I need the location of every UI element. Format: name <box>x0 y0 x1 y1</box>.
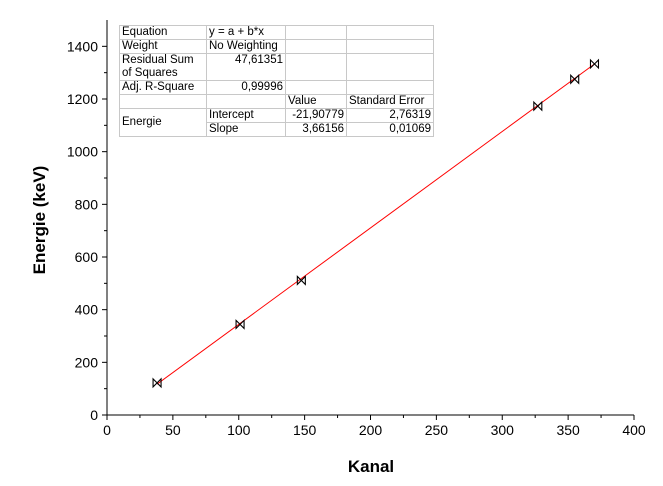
data-point <box>296 275 306 286</box>
data-point <box>589 58 600 70</box>
data-point <box>533 100 543 112</box>
weight-label: Weight <box>119 39 207 54</box>
fit-line <box>156 63 595 385</box>
rss-label: Residual Sum of Squares <box>119 53 207 81</box>
x-tick-label: 300 <box>491 422 515 438</box>
intercept-value: -21,90779 <box>285 108 347 123</box>
y-tick-label: 800 <box>75 196 99 212</box>
equation-value: y = a + b*x <box>206 25 286 40</box>
slope-label: Slope <box>206 122 286 137</box>
empty-cell <box>346 80 434 95</box>
fit-line-layer <box>156 63 595 385</box>
x-tick-label: 250 <box>425 422 449 438</box>
y-tick-label: 1400 <box>67 38 98 54</box>
empty-cell <box>285 80 347 95</box>
y-tick-label: 600 <box>75 249 99 265</box>
empty-cell <box>285 39 347 54</box>
data-point <box>152 377 162 389</box>
fit-results-table: Equation y = a + b*x Weight No Weighting… <box>119 25 434 137</box>
empty-cell <box>285 25 347 40</box>
empty-cell <box>206 94 286 109</box>
empty-cell <box>346 25 434 40</box>
axes: 0 50 100 150 200 250 300 350 400 0 200 400 600 800 100… <box>67 20 646 438</box>
x-tick-label: 0 <box>103 422 111 438</box>
y-tick-label: 0 <box>90 407 98 423</box>
data-points-layer <box>152 58 600 389</box>
intercept-label: Intercept <box>206 108 286 123</box>
y-tick-label: 1200 <box>67 91 98 107</box>
data-point <box>570 73 580 85</box>
empty-cell <box>285 53 347 81</box>
parameter-group-label: Energie <box>119 108 207 137</box>
adj-r-square-value: 0,99996 <box>206 80 286 95</box>
data-point <box>235 319 245 330</box>
y-tick-label: 400 <box>75 302 99 318</box>
standard-error-header: Standard Error <box>346 94 434 109</box>
x-tick-label: 200 <box>359 422 383 438</box>
y-tick-label: 200 <box>75 354 99 370</box>
x-tick-label: 100 <box>227 422 251 438</box>
intercept-error: 2,76319 <box>346 108 434 123</box>
slope-value: 3,66156 <box>285 122 347 137</box>
slope-error: 0,01069 <box>346 122 434 137</box>
y-axis-title: Energie (keV) <box>30 166 49 275</box>
x-tick-label: 350 <box>556 422 580 438</box>
adj-r-square-label: Adj. R-Square <box>119 80 207 95</box>
rss-value: 47,61351 <box>206 53 286 81</box>
empty-cell <box>346 53 434 81</box>
empty-cell <box>346 39 434 54</box>
empty-cell <box>119 94 207 109</box>
weight-value: No Weighting <box>206 39 286 54</box>
x-tick-label: 150 <box>293 422 317 438</box>
value-header: Value <box>285 94 347 109</box>
x-axis-title: Kanal <box>348 457 394 476</box>
x-tick-label: 400 <box>622 422 646 438</box>
y-tick-label: 1000 <box>67 144 98 160</box>
equation-label: Equation <box>119 25 207 40</box>
x-tick-label: 50 <box>165 422 181 438</box>
